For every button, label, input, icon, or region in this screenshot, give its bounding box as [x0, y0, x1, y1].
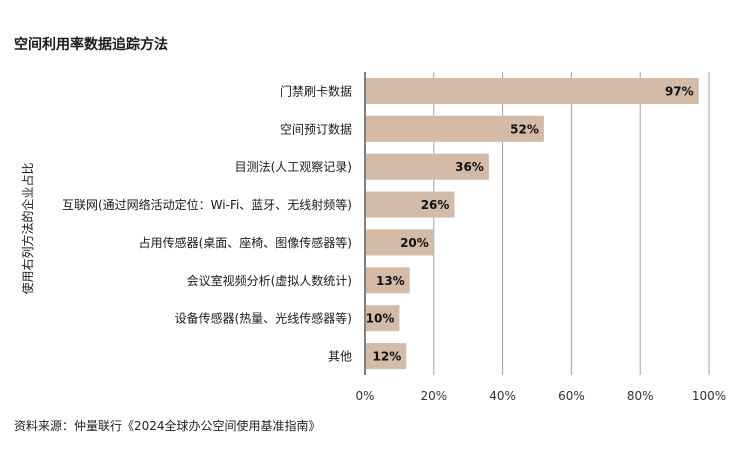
category-label: 设备传感器(热量、光线传感器等) — [175, 311, 352, 326]
bar — [366, 305, 400, 332]
bar — [366, 115, 544, 142]
x-tick-label: 0% — [355, 389, 374, 403]
bar — [366, 191, 455, 218]
category-label: 其他 — [328, 350, 352, 364]
data-label: 10% — [366, 312, 395, 326]
source-note: 资料来源：仲量联行《2024全球办公空间使用基准指南》 — [14, 419, 321, 433]
bar — [366, 153, 489, 180]
x-tick-label: 80% — [627, 389, 654, 403]
bar — [366, 343, 407, 370]
category-label: 门禁刷卡数据 — [280, 83, 352, 98]
chart-title: 空间利用率数据追踪方法 — [14, 37, 168, 53]
x-tick-label: 60% — [558, 389, 585, 403]
bar — [366, 77, 699, 104]
data-label: 26% — [421, 198, 450, 212]
data-label: 12% — [373, 350, 402, 364]
y-axis-label: 使用右列方法的企业占比 — [20, 162, 35, 294]
x-tick-label: 100% — [692, 389, 726, 403]
bar — [366, 229, 434, 256]
category-label: 空间预订数据 — [280, 121, 352, 136]
x-tick-label: 20% — [420, 389, 447, 403]
data-label: 13% — [376, 274, 405, 288]
data-label: 20% — [400, 236, 429, 250]
category-label: 目测法(人工观察记录) — [235, 160, 352, 174]
bars: 97% 52% 36% 26% 20% 13% 10% 12% — [366, 77, 699, 370]
category-label: 互联网(通过网络活动定位：Wi-Fi、蓝牙、无线射频等) — [62, 197, 352, 212]
category-label: 会议室视频分析(虚拟人数统计) — [187, 273, 352, 288]
x-tick-label: 40% — [489, 389, 516, 403]
data-label: 97% — [665, 84, 694, 98]
bar — [366, 267, 410, 294]
grid-lines — [364, 72, 710, 375]
x-tick-labels: 0% 20% 40% 60% 80% 100% — [355, 389, 726, 403]
data-label: 52% — [510, 122, 539, 136]
data-label: 36% — [455, 160, 484, 174]
category-label: 占用传感器(桌面、座椅、图像传感器等) — [139, 235, 352, 250]
